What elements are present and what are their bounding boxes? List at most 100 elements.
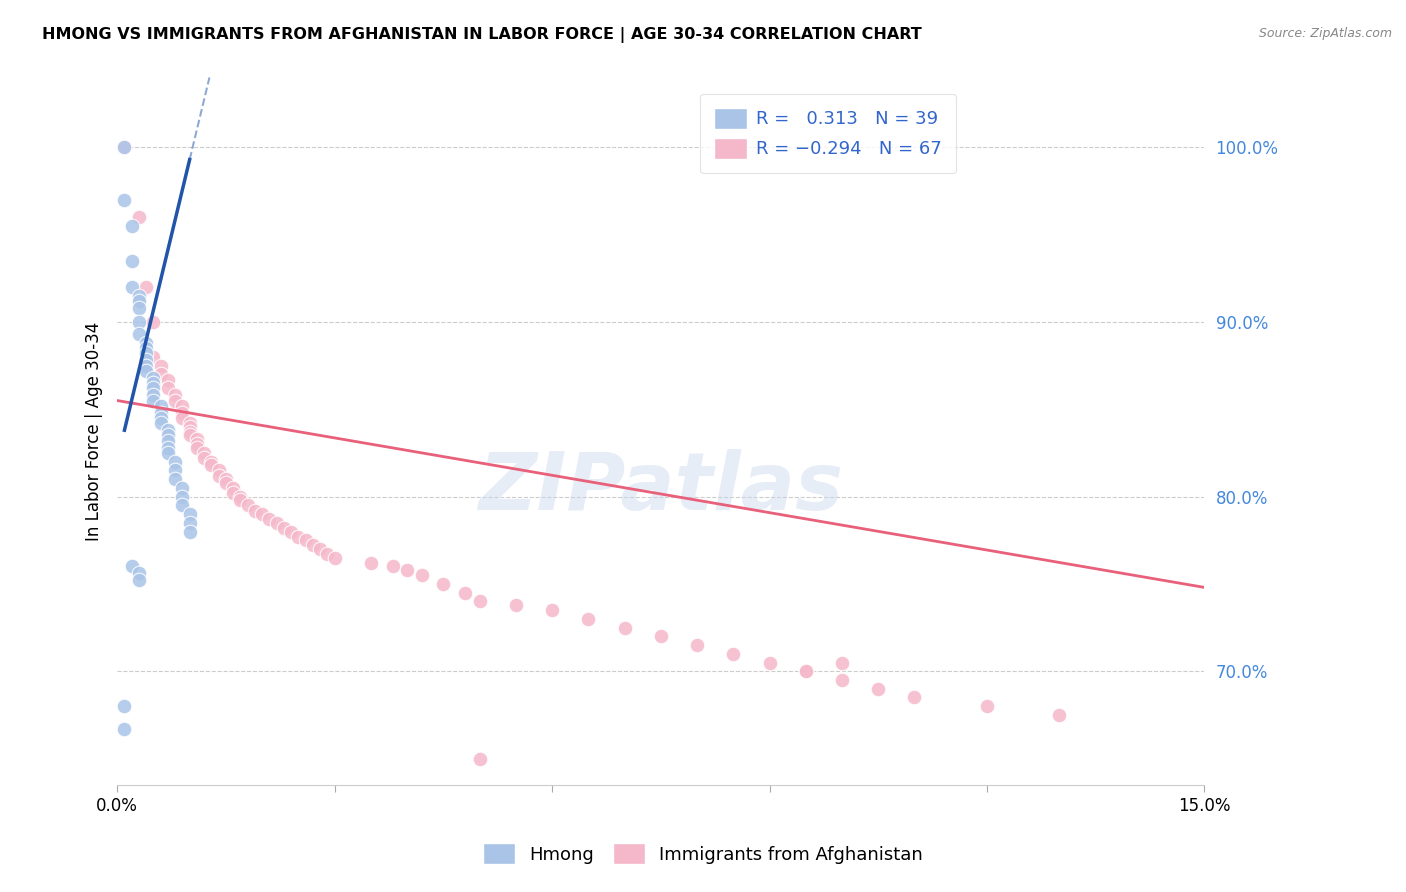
- Point: [149, 359, 172, 373]
- Point: [114, 193, 136, 207]
- Point: [149, 411, 172, 425]
- Point: [208, 463, 231, 477]
- Point: [142, 388, 165, 402]
- Point: [266, 516, 288, 530]
- Point: [135, 280, 157, 294]
- Point: [758, 656, 780, 670]
- Point: [165, 463, 187, 477]
- Point: [165, 472, 187, 486]
- Point: [179, 516, 201, 530]
- Point: [903, 690, 925, 705]
- Point: [121, 280, 143, 294]
- Y-axis label: In Labor Force | Age 30-34: In Labor Force | Age 30-34: [86, 321, 103, 541]
- Point: [135, 359, 157, 373]
- Point: [165, 388, 187, 402]
- Point: [208, 468, 231, 483]
- Point: [250, 507, 273, 521]
- Point: [302, 539, 325, 553]
- Point: [142, 376, 165, 390]
- Point: [121, 219, 143, 233]
- Point: [186, 437, 208, 451]
- Point: [613, 621, 636, 635]
- Point: [135, 346, 157, 360]
- Point: [135, 353, 157, 368]
- Point: [381, 559, 404, 574]
- Point: [323, 550, 346, 565]
- Point: [222, 481, 245, 495]
- Point: [179, 428, 201, 442]
- Point: [121, 253, 143, 268]
- Point: [128, 315, 150, 329]
- Point: [114, 140, 136, 154]
- Point: [236, 499, 259, 513]
- Point: [165, 455, 187, 469]
- Point: [114, 140, 136, 154]
- Point: [149, 399, 172, 413]
- Point: [396, 563, 419, 577]
- Point: [172, 406, 194, 420]
- Point: [411, 568, 433, 582]
- Point: [172, 481, 194, 495]
- Point: [1049, 707, 1071, 722]
- Point: [156, 381, 179, 395]
- Point: [309, 541, 332, 556]
- Point: [280, 524, 302, 539]
- Point: [193, 451, 215, 466]
- Point: [200, 458, 222, 472]
- Point: [229, 493, 252, 508]
- Point: [686, 638, 709, 652]
- Point: [186, 441, 208, 455]
- Point: [142, 381, 165, 395]
- Point: [156, 434, 179, 448]
- Text: ZIPatlas: ZIPatlas: [478, 449, 844, 526]
- Legend: R =   0.313   N = 39, R = −0.294   N = 67: R = 0.313 N = 39, R = −0.294 N = 67: [700, 94, 956, 173]
- Point: [179, 425, 201, 439]
- Point: [831, 673, 853, 687]
- Text: Source: ZipAtlas.com: Source: ZipAtlas.com: [1258, 27, 1392, 40]
- Point: [135, 341, 157, 355]
- Point: [142, 371, 165, 385]
- Point: [149, 416, 172, 430]
- Point: [142, 393, 165, 408]
- Point: [128, 289, 150, 303]
- Point: [193, 446, 215, 460]
- Point: [222, 486, 245, 500]
- Point: [128, 210, 150, 224]
- Point: [172, 499, 194, 513]
- Point: [259, 512, 281, 526]
- Point: [294, 533, 316, 548]
- Point: [794, 665, 817, 679]
- Point: [505, 598, 527, 612]
- Point: [156, 428, 179, 442]
- Point: [243, 503, 266, 517]
- Point: [186, 432, 208, 446]
- Point: [179, 416, 201, 430]
- Point: [156, 423, 179, 437]
- Point: [179, 524, 201, 539]
- Point: [287, 530, 309, 544]
- Point: [121, 559, 143, 574]
- Point: [273, 521, 295, 535]
- Point: [179, 419, 201, 434]
- Point: [179, 507, 201, 521]
- Point: [794, 665, 817, 679]
- Point: [156, 373, 179, 387]
- Point: [432, 577, 454, 591]
- Point: [172, 490, 194, 504]
- Point: [650, 629, 672, 643]
- Point: [114, 722, 136, 736]
- Point: [114, 699, 136, 714]
- Point: [128, 301, 150, 315]
- Point: [976, 699, 998, 714]
- Point: [468, 751, 491, 765]
- Point: [128, 327, 150, 342]
- Point: [149, 406, 172, 420]
- Point: [723, 647, 745, 661]
- Point: [172, 411, 194, 425]
- Point: [200, 455, 222, 469]
- Point: [215, 472, 238, 486]
- Point: [128, 566, 150, 581]
- Point: [128, 293, 150, 308]
- Point: [868, 681, 890, 696]
- Point: [831, 656, 853, 670]
